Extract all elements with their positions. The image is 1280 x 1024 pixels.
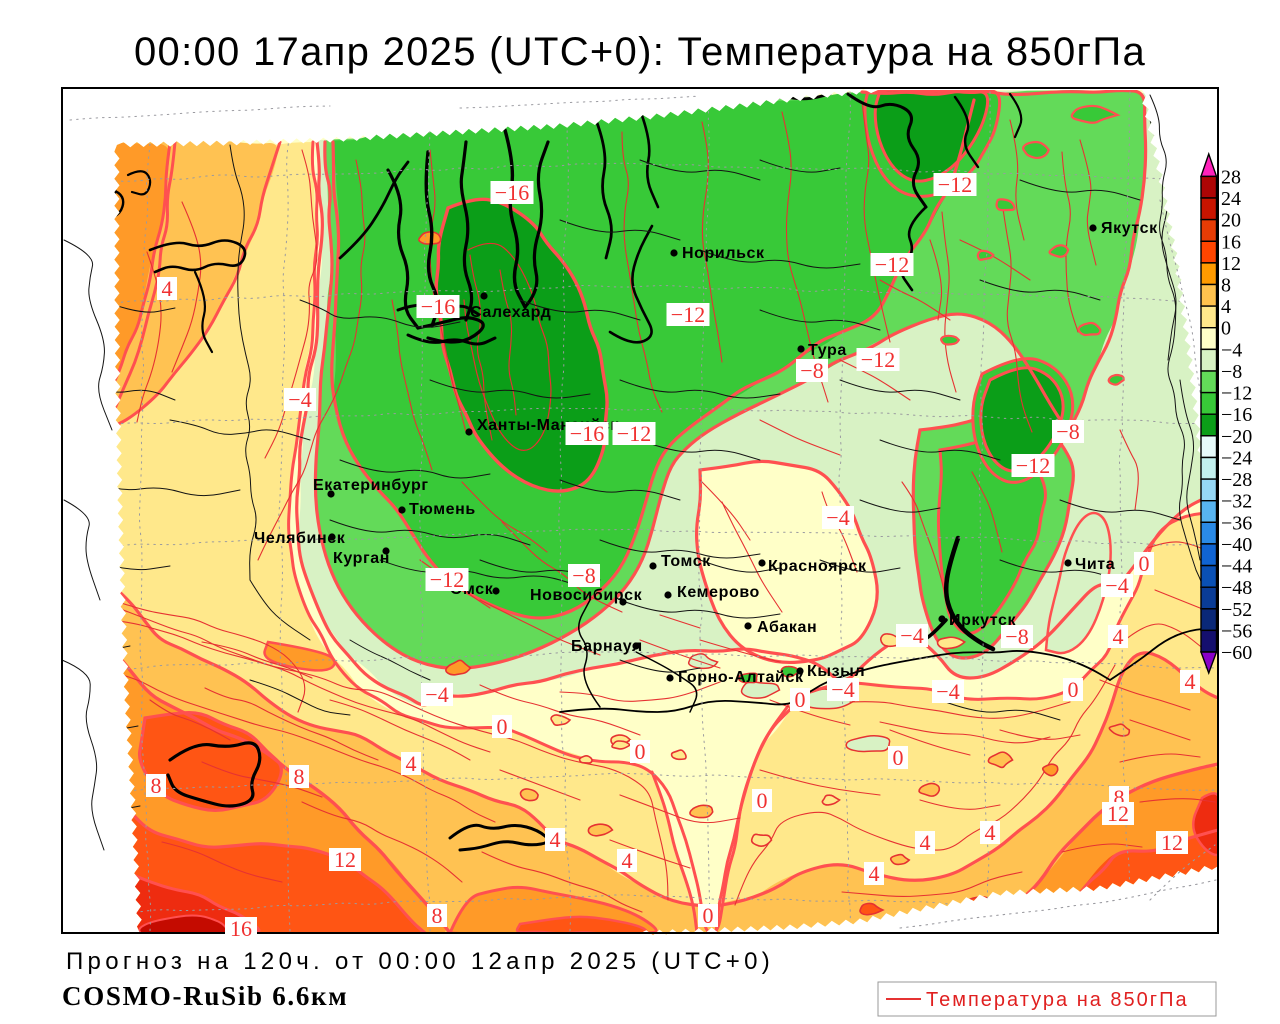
- svg-text:−28: −28: [1221, 469, 1252, 491]
- svg-text:−4: −4: [1221, 339, 1242, 361]
- svg-text:4: 4: [622, 848, 633, 873]
- svg-text:−32: −32: [1221, 491, 1252, 513]
- svg-text:−52: −52: [1221, 599, 1252, 621]
- svg-text:−4: −4: [900, 623, 923, 648]
- svg-text:−12: −12: [430, 567, 464, 592]
- svg-text:4: 4: [550, 827, 561, 852]
- svg-text:Салехард: Салехард: [470, 304, 551, 321]
- svg-text:−4: −4: [1105, 573, 1128, 598]
- svg-text:4: 4: [1113, 624, 1124, 649]
- svg-text:Чита: Чита: [1075, 556, 1115, 573]
- svg-text:0: 0: [757, 788, 768, 813]
- svg-text:Екатеринбург: Екатеринбург: [313, 477, 429, 494]
- svg-text:0: 0: [1068, 677, 1079, 702]
- svg-text:−20: −20: [1221, 426, 1252, 448]
- svg-text:8: 8: [151, 773, 162, 798]
- svg-text:0: 0: [1139, 551, 1150, 576]
- svg-text:Кызыл: Кызыл: [807, 663, 865, 680]
- svg-text:4: 4: [985, 820, 996, 845]
- svg-text:−4: −4: [288, 387, 311, 412]
- svg-text:−4: −4: [826, 505, 849, 530]
- svg-text:−8: −8: [1005, 624, 1028, 649]
- svg-text:4: 4: [1185, 669, 1196, 694]
- svg-text:−12: −12: [1016, 453, 1050, 478]
- svg-text:0: 0: [795, 687, 806, 712]
- svg-text:−12: −12: [617, 421, 651, 446]
- svg-text:4: 4: [869, 861, 880, 886]
- svg-text:16: 16: [230, 916, 252, 941]
- svg-text:−4: −4: [936, 679, 959, 704]
- svg-text:−12: −12: [1221, 383, 1252, 405]
- svg-text:−12: −12: [671, 302, 705, 327]
- svg-text:−12: −12: [861, 347, 895, 372]
- svg-text:−40: −40: [1221, 534, 1252, 556]
- svg-text:Новосибирск: Новосибирск: [530, 587, 643, 604]
- svg-text:Иркутск: Иркутск: [949, 612, 1016, 629]
- svg-text:Абакан: Абакан: [757, 619, 817, 636]
- svg-text:0: 0: [703, 903, 714, 928]
- svg-text:−4: −4: [831, 677, 854, 702]
- svg-text:Норильск: Норильск: [682, 245, 765, 262]
- svg-text:−16: −16: [421, 294, 455, 319]
- svg-text:−8: −8: [572, 563, 595, 588]
- svg-text:8: 8: [1221, 275, 1231, 297]
- svg-text:Температура на 850гПа: Температура на 850гПа: [926, 989, 1189, 1011]
- svg-text:0: 0: [497, 714, 508, 739]
- svg-text:Тюмень: Тюмень: [409, 501, 476, 518]
- svg-text:Кемерово: Кемерово: [677, 584, 760, 601]
- svg-text:28: 28: [1221, 166, 1241, 188]
- svg-text:−8: −8: [800, 358, 823, 383]
- svg-text:Якутск: Якутск: [1101, 220, 1158, 237]
- svg-text:12: 12: [1221, 253, 1241, 275]
- svg-text:4: 4: [920, 830, 931, 855]
- svg-text:8: 8: [1114, 785, 1125, 810]
- svg-text:Красноярск: Красноярск: [768, 558, 867, 575]
- svg-text:−4: −4: [425, 682, 448, 707]
- svg-text:Курган: Курган: [333, 550, 390, 567]
- svg-text:12: 12: [334, 847, 356, 872]
- svg-text:4: 4: [1221, 296, 1231, 318]
- svg-text:20: 20: [1221, 210, 1241, 232]
- svg-text:Барнаул: Барнаул: [571, 638, 643, 655]
- svg-text:Челябинск: Челябинск: [254, 530, 346, 547]
- svg-text:Томск: Томск: [661, 553, 711, 570]
- svg-text:−12: −12: [938, 172, 972, 197]
- svg-text:12: 12: [1107, 801, 1129, 826]
- svg-text:−56: −56: [1221, 620, 1252, 642]
- svg-text:8: 8: [432, 903, 443, 928]
- svg-text:4: 4: [162, 276, 173, 301]
- svg-text:−24: −24: [1221, 448, 1252, 470]
- svg-text:−16: −16: [1221, 404, 1252, 426]
- svg-text:0: 0: [1221, 318, 1231, 340]
- svg-text:−16: −16: [495, 180, 529, 205]
- svg-text:0: 0: [635, 739, 646, 764]
- svg-text:Горно-Алтайск: Горно-Алтайск: [678, 669, 804, 686]
- svg-text:−8: −8: [1056, 419, 1079, 444]
- svg-text:12: 12: [1161, 830, 1183, 855]
- svg-text:−48: −48: [1221, 577, 1252, 599]
- svg-text:16: 16: [1221, 231, 1241, 253]
- svg-text:0: 0: [893, 745, 904, 770]
- svg-text:4: 4: [406, 751, 417, 776]
- svg-text:−60: −60: [1221, 642, 1252, 664]
- svg-text:24: 24: [1221, 188, 1241, 210]
- svg-text:−8: −8: [1221, 361, 1242, 383]
- svg-text:−12: −12: [875, 252, 909, 277]
- svg-text:−44: −44: [1221, 556, 1252, 578]
- svg-text:Тура: Тура: [808, 342, 847, 359]
- svg-text:−16: −16: [570, 421, 604, 446]
- svg-text:−36: −36: [1221, 512, 1252, 534]
- svg-text:8: 8: [294, 764, 305, 789]
